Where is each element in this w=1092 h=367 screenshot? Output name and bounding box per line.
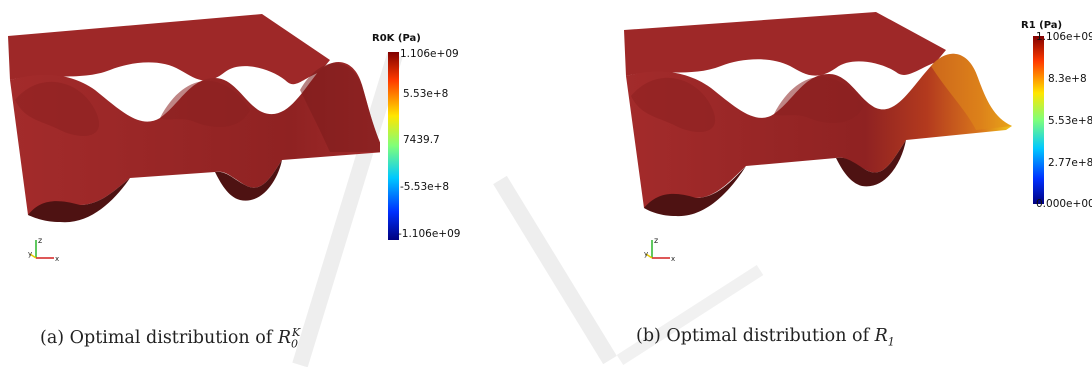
panel-b: R1 (Pa) 1.106e+09 8.3e+8 5.53e+8 2.77e+8… xyxy=(546,0,1092,367)
colorbar-title: R1 (Pa) xyxy=(1021,20,1063,31)
colorbar-tick: 1.106e+09 xyxy=(400,48,459,60)
colorbar-tick: 2.77e+8 xyxy=(1048,157,1092,169)
axis-y-label: y xyxy=(644,250,648,258)
panel-a: R0K (Pa) 1.106e+09 5.53e+8 7439.7 -5.53e… xyxy=(8,14,461,350)
axis-x-label: x xyxy=(671,255,675,263)
axis-y-label: y xyxy=(28,250,32,258)
axis-x-label: x xyxy=(55,255,59,263)
colorbar xyxy=(1033,36,1044,204)
caption-b: (b) Optimal distribution of R1 xyxy=(636,326,895,349)
colorbar-tick: 5.53e+8 xyxy=(1048,115,1092,127)
orientation-axes: z y x xyxy=(644,236,675,263)
colorbar-tick: 7439.7 xyxy=(403,134,440,146)
caption-symbol: R0K xyxy=(277,326,301,351)
colorbar-title: R0K (Pa) xyxy=(372,33,421,44)
caption-text: (a) Optimal distribution of xyxy=(40,327,278,348)
colorbar-tick: 8.3e+8 xyxy=(1048,73,1087,85)
colorbar xyxy=(388,52,399,240)
caption-text: (b) Optimal distribution of xyxy=(636,326,875,346)
surface-plot-r1 xyxy=(624,12,1012,217)
colorbar-tick: 5.53e+8 xyxy=(403,88,449,100)
colorbar-tick: 1.106e+09 xyxy=(1036,31,1092,43)
axis-z-label: z xyxy=(38,236,42,245)
caption-a: (a) Optimal distribution of R0K xyxy=(40,326,300,350)
colorbar-tick: -1.106e+09 xyxy=(398,228,461,240)
caption-symbol: R1 xyxy=(874,326,895,349)
colorbar-tick: 0.000e+00 xyxy=(1036,198,1092,210)
axis-z-label: z xyxy=(654,236,658,245)
colorbar-tick: -5.53e+8 xyxy=(400,181,450,193)
orientation-axes: z y x xyxy=(28,236,59,263)
surface-plot-r0k xyxy=(8,14,380,223)
